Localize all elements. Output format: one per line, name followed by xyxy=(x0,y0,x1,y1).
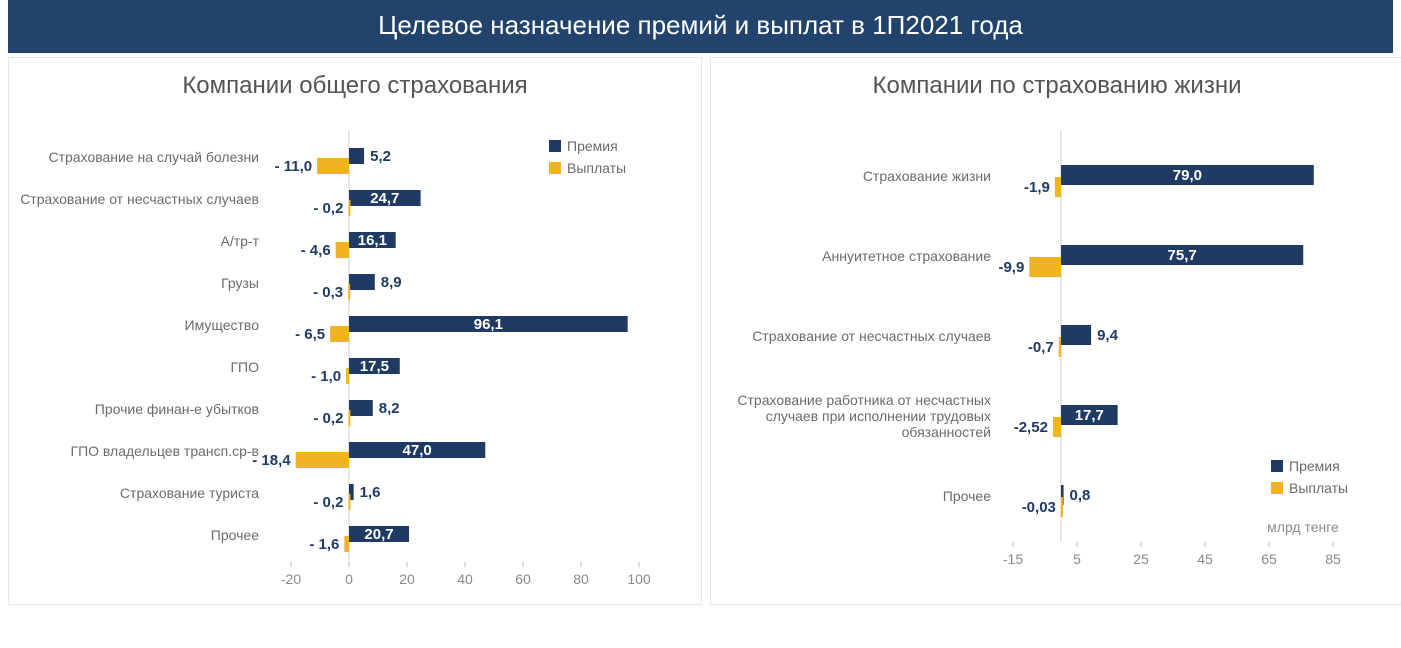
category-label: Страхование жизни xyxy=(863,168,991,184)
left-chart: -20 0 20 40 60 80 100 Страхование на случай бол… xyxy=(9,118,701,598)
payout-bar xyxy=(1029,257,1061,277)
payout-value: - 0,3 xyxy=(313,284,343,301)
x-tick-label: -15 xyxy=(1003,551,1023,567)
premium-value: 0,8 xyxy=(1070,487,1091,504)
payout-value: -0,03 xyxy=(1022,499,1056,516)
premium-value: 17,5 xyxy=(360,358,389,375)
payout-value: - 18,4 xyxy=(252,452,291,469)
legend-swatch-payout xyxy=(549,162,561,174)
premium-value: 1,6 xyxy=(360,484,381,501)
category-label: Имущество xyxy=(185,317,260,333)
category-label: Страхование работника от несчастных xyxy=(737,392,991,408)
legend-label-payout: Выплаты xyxy=(1289,480,1348,496)
x-tick-label: 80 xyxy=(573,571,589,587)
x-tick-label: 5 xyxy=(1073,551,1081,567)
payout-bar xyxy=(336,242,349,258)
right-chart: -15 5 25 45 65 85 Страхование жизни 79,0 -1,9 Анн… xyxy=(711,118,1401,598)
premium-bar xyxy=(1061,325,1091,345)
right-panel: Компании по страхованию жизни -15 5 25 45 65… xyxy=(710,57,1401,605)
payout-bar xyxy=(1055,177,1061,197)
payout-bar xyxy=(348,200,350,216)
premium-value: 5,2 xyxy=(370,148,391,165)
premium-bar xyxy=(349,274,375,290)
premium-value: 9,4 xyxy=(1097,327,1119,344)
left-panel-title: Компании общего страхования xyxy=(9,58,701,118)
payout-value: - 1,0 xyxy=(311,368,341,385)
x-tick-label: 20 xyxy=(399,571,415,587)
payout-bar xyxy=(1061,497,1063,517)
premium-value: 20,7 xyxy=(364,526,393,543)
legend-swatch-premium xyxy=(1271,460,1283,472)
unit-label: млрд тенге xyxy=(1267,519,1339,535)
left-panel: Компании общего страхования -20 0 20 40 60 80… xyxy=(8,57,702,605)
category-label: Грузы xyxy=(221,275,259,291)
payout-value: - 0,2 xyxy=(313,410,343,427)
x-tick-label: 40 xyxy=(457,571,473,587)
page-title: Целевое назначение премий и выплат в 1П2… xyxy=(378,10,1023,40)
legend-label-premium: Премия xyxy=(1289,458,1340,474)
category-label: ГПО xyxy=(230,359,259,375)
premium-value: 8,9 xyxy=(381,274,402,291)
premium-value: 16,1 xyxy=(358,232,387,249)
category-label: Прочее xyxy=(211,527,259,543)
premium-bar xyxy=(349,148,364,164)
premium-bar xyxy=(349,400,373,416)
x-tick-label: 0 xyxy=(345,571,353,587)
category-label: Прочее xyxy=(943,488,991,504)
payout-bar xyxy=(344,536,349,552)
category-label: Прочие финан-е убытков xyxy=(95,401,259,417)
payout-value: - 0,2 xyxy=(313,200,343,217)
right-panel-title: Компании по страхованию жизни xyxy=(711,58,1401,118)
x-tick-label: 45 xyxy=(1197,551,1213,567)
legend-label-premium: Премия xyxy=(567,138,618,154)
payout-bar xyxy=(348,284,350,300)
payout-value: -1,9 xyxy=(1024,179,1050,196)
legend-swatch-payout xyxy=(1271,482,1283,494)
category-label: А/тр-т xyxy=(221,233,260,249)
payout-value: - 6,5 xyxy=(295,326,325,343)
payout-value: -2,52 xyxy=(1014,419,1048,436)
x-tick-label: 100 xyxy=(627,571,651,587)
category-label: Страхование от несчастных случаев xyxy=(20,191,259,207)
payout-bar xyxy=(330,326,349,342)
payout-bar xyxy=(1053,417,1061,437)
x-tick-label: 65 xyxy=(1261,551,1277,567)
premium-value: 17,7 xyxy=(1075,407,1104,424)
payout-bar xyxy=(348,410,350,426)
premium-value: 96,1 xyxy=(474,316,503,333)
premium-value: 75,7 xyxy=(1168,247,1197,264)
premium-value: 8,2 xyxy=(379,400,400,417)
payout-bar xyxy=(317,158,349,174)
payout-bar xyxy=(346,368,349,384)
payout-bar xyxy=(348,494,350,510)
category-label: Страхование туриста xyxy=(120,485,259,501)
panels-container: Компании общего страхования -20 0 20 40 60 80… xyxy=(0,53,1401,613)
premium-value: 79,0 xyxy=(1173,167,1202,184)
payout-value: -0,7 xyxy=(1028,339,1054,356)
category-label: ГПО владельцев трансп.ср-в xyxy=(71,443,260,459)
category-label: Страхование от несчастных случаев xyxy=(752,328,991,344)
legend-label-payout: Выплаты xyxy=(567,160,626,176)
premium-value: 47,0 xyxy=(403,442,432,459)
payout-value: - 0,2 xyxy=(313,494,343,511)
payout-bar xyxy=(296,452,349,468)
legend-swatch-premium xyxy=(549,140,561,152)
category-label: случаев при исполнении трудовых xyxy=(766,408,991,424)
payout-value: - 1,6 xyxy=(309,536,339,553)
x-tick-label: 60 xyxy=(515,571,531,587)
category-label: обязанностей xyxy=(902,424,991,440)
premium-value: 24,7 xyxy=(370,190,399,207)
payout-value: - 11,0 xyxy=(275,158,313,175)
payout-value: -9,9 xyxy=(998,259,1024,276)
category-label: Страхование на случай болезни xyxy=(49,149,260,165)
payout-value: - 4,6 xyxy=(301,242,331,259)
x-tick-label: 25 xyxy=(1133,551,1149,567)
payout-bar xyxy=(1059,337,1061,357)
x-tick-label: -20 xyxy=(281,571,301,587)
category-label: Аннуитетное страхование xyxy=(822,248,991,264)
page-title-banner: Целевое назначение премий и выплат в 1П2… xyxy=(8,0,1393,53)
x-tick-label: 85 xyxy=(1325,551,1341,567)
